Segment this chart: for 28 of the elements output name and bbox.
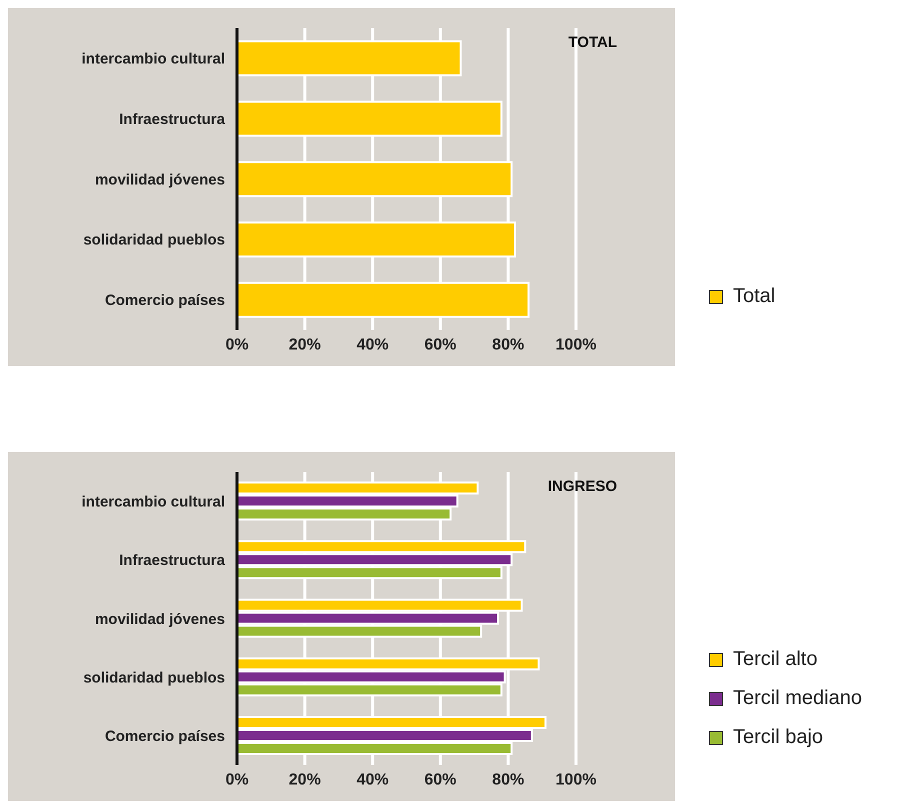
y-tick-label: Infraestructura	[119, 110, 226, 128]
legend-label: Tercil mediano	[733, 687, 862, 710]
y-tick-label: Comercio países	[104, 292, 225, 310]
y-tick-label: solidaridad pueblos	[83, 669, 225, 686]
y-tick-label: intercambio cultural	[82, 50, 225, 68]
y-tick-label: Comercio países	[104, 728, 225, 746]
x-tick-label: 20%	[288, 336, 321, 354]
legend-label: Tercil alto	[733, 648, 818, 671]
x-tick-label: 20%	[288, 771, 321, 788]
y-tick-label: intercambio cultural	[82, 494, 225, 511]
legend-label: Total	[733, 285, 776, 308]
x-tick-label: 0%	[225, 336, 249, 354]
x-tick-label: 100%	[556, 771, 596, 788]
x-tick-label: 40%	[356, 771, 389, 788]
y-tick-label: movilidad jóvenes	[94, 610, 225, 628]
y-tick-label: movilidad jóvenes	[94, 171, 225, 188]
x-tick-label: 100%	[556, 336, 596, 354]
y-tick-label: solidaridad pueblos	[83, 232, 225, 249]
x-tick-label: 60%	[424, 771, 456, 788]
legend-label: Tercil bajo	[733, 726, 824, 749]
x-tick-label: 80%	[492, 771, 524, 788]
chart-title: TOTAL	[568, 34, 617, 51]
x-tick-label: 60%	[424, 336, 456, 354]
y-tick-label: Infraestructura	[119, 552, 226, 570]
x-tick-label: 0%	[225, 771, 249, 788]
x-tick-label: 80%	[492, 336, 524, 354]
x-tick-label: 40%	[356, 336, 389, 354]
chart-title: INGRESO	[548, 478, 617, 495]
